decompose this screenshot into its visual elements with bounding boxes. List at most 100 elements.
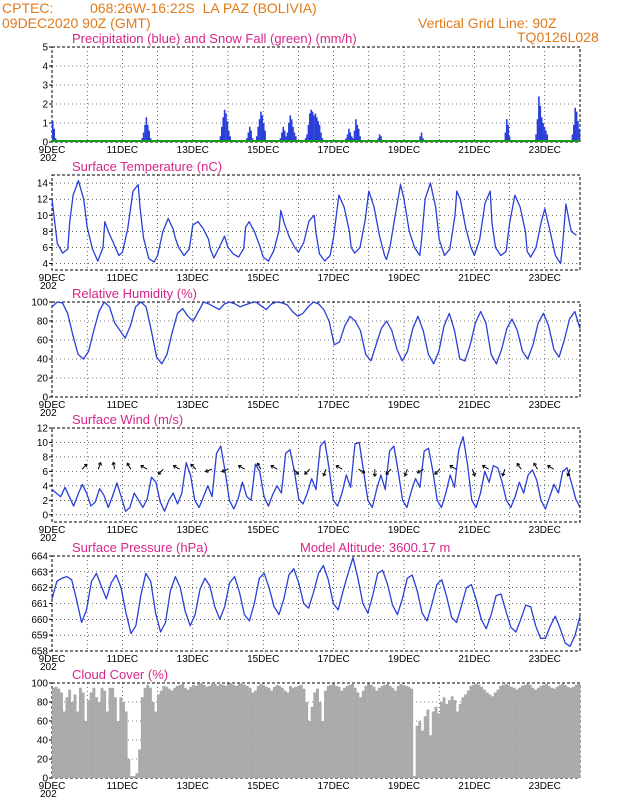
bar-cloud-0 [205, 686, 209, 778]
panel-frame-temp [51, 174, 581, 271]
bar-cloud-0 [146, 684, 150, 778]
wind-arrow [502, 469, 506, 476]
bar-cloud-0 [536, 687, 540, 778]
bar-cloud-0 [412, 776, 416, 778]
x-tick-label-precip: 23DEC [529, 145, 561, 156]
bar-cloud-0 [396, 685, 400, 778]
bar-precip-0 [539, 105, 542, 142]
bar-cloud-0 [122, 702, 125, 778]
bar-cloud-0 [326, 685, 330, 778]
bar-precip-0 [146, 124, 149, 142]
wind-arrow-head [481, 464, 486, 469]
bar-cloud-0 [361, 690, 365, 778]
bar-cloud-0 [159, 690, 163, 778]
wind-arrow-head [335, 464, 340, 469]
bar-cloud-0 [302, 688, 306, 778]
bar-precip-0 [380, 136, 382, 142]
bar-cloud-0 [391, 687, 395, 778]
bar-precip-0 [348, 128, 350, 142]
wind-arrow-head [501, 472, 506, 477]
wind-arrow-head [97, 461, 102, 466]
bar-cloud-0 [485, 692, 489, 778]
y-tick-label-precip: 2 [42, 100, 48, 111]
bar-precip-0 [313, 115, 315, 142]
wind-arrow-head [237, 464, 242, 469]
x-tick-label-rh: 23DEC [529, 400, 561, 411]
bar-cloud-0 [259, 683, 263, 778]
y-tick-label-pressure: 658 [31, 647, 48, 658]
panel-title-rh: Relative Humidity (%) [72, 286, 197, 301]
y-tick-label-precip: 1 [42, 119, 48, 130]
y-tick-label-rh: 80 [37, 317, 49, 328]
wind-arrow [547, 465, 554, 470]
bar-cloud-0 [283, 690, 287, 778]
bar-cloud-0 [512, 687, 516, 778]
bar-cloud-0 [542, 684, 546, 778]
wind-arrow [81, 463, 88, 470]
bar-cloud-0 [84, 721, 88, 778]
y-tick-label-temp: 6 [42, 243, 48, 254]
y-tick-label-wind: 6 [42, 467, 48, 478]
panel-annotation-pressure: Model Altitude: 3600.17 m [300, 540, 450, 555]
bar-precip-0 [504, 132, 507, 142]
bar-cloud-0 [518, 687, 521, 778]
y-tick-label-cloud: 0 [42, 774, 48, 785]
bar-cloud-0 [386, 683, 389, 778]
bar-cloud-0 [369, 684, 373, 778]
bar-precip-0 [222, 117, 225, 142]
x-tick-label-precip: 19DEC [388, 145, 420, 156]
bar-precip-0 [578, 128, 581, 142]
bar-cloud-0 [167, 688, 171, 778]
panel-title-cloud: Cloud Cover (%) [72, 667, 168, 682]
x-tick-label-temp: 19DEC [388, 273, 420, 284]
y-tick-label-cloud: 40 [37, 736, 49, 747]
bar-cloud-0 [461, 697, 465, 778]
wind-arrow-head [256, 462, 261, 467]
wind-arrow-head [372, 473, 378, 478]
x-year-label-rh: 202 [40, 408, 57, 419]
bar-cloud-0 [54, 686, 58, 778]
bar-precip-0 [346, 134, 349, 142]
y-tick-label-temp: 12 [37, 195, 49, 206]
bar-cloud-0 [332, 683, 336, 778]
bar-precip-0 [261, 115, 264, 142]
wind-arrow-head [83, 463, 88, 468]
bar-cloud-0 [127, 759, 131, 778]
x-tick-label-cloud: 21DEC [458, 781, 490, 792]
bar-precip-0 [285, 136, 287, 142]
series-line-temp [51, 179, 577, 265]
wind-arrow [385, 468, 392, 475]
y-tick-label-pressure: 662 [31, 583, 48, 594]
bar-cloud-0 [189, 686, 193, 778]
bar-cloud-0 [539, 685, 543, 778]
wind-arrow-head [111, 461, 116, 466]
y-tick-label-temp: 10 [37, 211, 49, 222]
panel-frame-pressure [51, 555, 581, 652]
y-tick-label-rh: 20 [37, 374, 49, 385]
x-tick-label-temp: 23DEC [529, 273, 561, 284]
bar-cloud-0 [345, 685, 349, 778]
bar-precip-0 [286, 132, 289, 142]
bar-cloud-0 [407, 686, 411, 778]
x-tick-label-cloud: 17DEC [317, 781, 349, 792]
wind-arrow [471, 469, 476, 476]
x-year-label-wind: 202 [40, 533, 57, 544]
bar-cloud-0 [251, 692, 255, 778]
bar-cloud-0 [289, 685, 292, 778]
bar-precip-0 [314, 113, 317, 142]
bar-cloud-0 [480, 686, 484, 778]
bar-precip-0 [219, 136, 222, 142]
wind-arrow-head [140, 464, 145, 469]
wind-arrow [293, 468, 299, 475]
bar-cloud-0 [197, 683, 201, 778]
y-tick-label-cloud: 80 [37, 698, 49, 709]
x-tick-label-precip: 15DEC [247, 145, 279, 156]
wind-arrow [417, 468, 424, 474]
bar-cloud-0 [372, 686, 376, 778]
x-tick-label-rh: 19DEC [388, 400, 420, 411]
wind-arrow-head [533, 462, 537, 467]
x-tick-label-cloud: 9DEC [39, 781, 66, 792]
x-tick-label-wind: 17DEC [317, 525, 349, 536]
bar-cloud-0 [477, 684, 481, 778]
bar-cloud-0 [297, 685, 301, 778]
